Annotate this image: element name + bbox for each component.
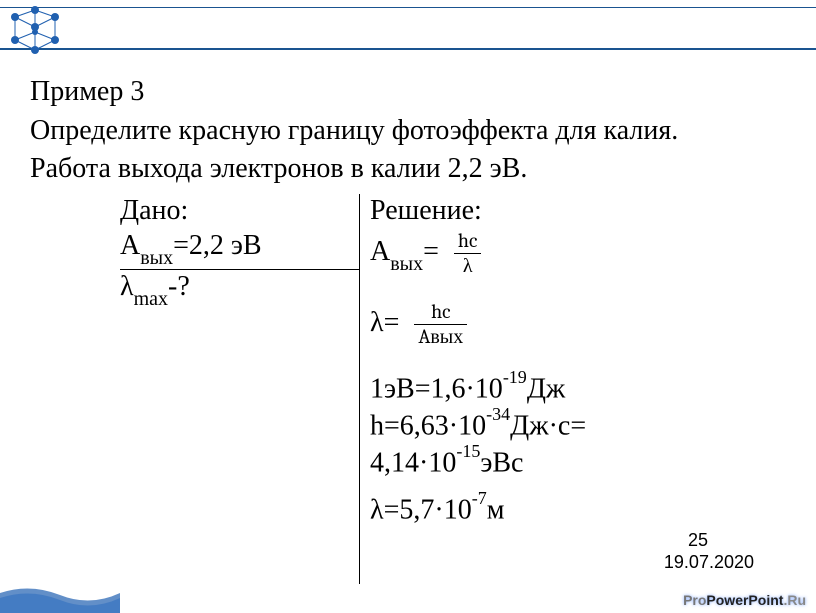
content-area: Пример 3 Определите красную границу фото… [30, 75, 786, 529]
bottom-wave-icon [0, 583, 120, 613]
given-unknown: λmax-? [120, 270, 360, 308]
unknown-sub: max [134, 288, 168, 310]
solution-label: Решение: [370, 194, 586, 228]
eq1-sub: вых [390, 253, 423, 275]
work-function-symbol: А [120, 230, 140, 261]
planck2-unit: эВс [480, 448, 523, 479]
eq2-denominator: Aвых [414, 325, 467, 349]
ev-unit: Дж [527, 374, 565, 405]
planck-constant: h=6,63·10-34Дж·с= [370, 408, 586, 443]
equation-1: Авых= hc λ [370, 229, 586, 278]
planck2-exp: -15 [456, 441, 480, 461]
eq1-equals: = [423, 236, 439, 267]
answer-unit: м [487, 494, 505, 525]
answer-pre: λ=5,7·10 [370, 494, 472, 525]
planck-exp: -34 [486, 404, 510, 424]
footer-pro: Pro [683, 592, 706, 608]
eq2-left: λ= [370, 307, 399, 338]
eq1-fraction: hc λ [454, 229, 482, 278]
planck-ev: 4,14·10-15эВс [370, 445, 586, 480]
planck2-pre: 4,14·10 [370, 448, 456, 479]
ev-conversion: 1эВ=1,6·10-19Дж [370, 371, 586, 406]
eq2-numerator: hc [414, 300, 467, 325]
work-function-value: =2,2 эВ [173, 230, 261, 261]
eq1-numerator: hc [454, 229, 482, 254]
work-function-sub: вых [140, 247, 173, 269]
footer-logo: ProPowerPoint.Ru [683, 592, 806, 608]
molecule-logo-icon [5, 2, 65, 57]
example-title: Пример 3 [30, 75, 786, 109]
solution-column: Решение: Авых= hc λ λ= hc Aвых 1эВ=1,6·1… [360, 194, 586, 529]
eq2-fraction: hc Aвых [414, 300, 467, 349]
spacer [370, 351, 586, 371]
unknown-suffix: -? [168, 271, 190, 302]
ev-exp: -19 [503, 367, 527, 387]
answer: λ=5,7·10-7м [370, 492, 586, 527]
problem-statement-line2: Работа выхода электронов в калии 2,2 эВ. [30, 152, 786, 186]
given-column: Дано: Авых=2,2 эВ λmax-? [120, 194, 360, 529]
top-border [0, 0, 816, 50]
equation-2: λ= hc Aвых [370, 300, 586, 349]
answer-exp: -7 [472, 488, 487, 508]
given-label: Дано: [120, 194, 360, 228]
eq1-symbol: А [370, 236, 390, 267]
planck-pre: h=6,63·10 [370, 411, 486, 442]
eq1-denominator: λ [454, 254, 482, 278]
date: 19.07.2020 [664, 552, 754, 573]
page-number: 25 [688, 530, 708, 551]
ev-pre: 1эВ=1,6·10 [370, 374, 503, 405]
solution-area: Дано: Авых=2,2 эВ λmax-? Решение: Авых= … [120, 194, 786, 529]
planck-unit: Дж·с= [510, 411, 586, 442]
given-work-function: Авых=2,2 эВ [120, 229, 360, 267]
unknown-symbol: λ [120, 271, 134, 302]
footer-pp: PowerPoint [706, 592, 783, 608]
spacer [370, 280, 586, 300]
problem-statement-line1: Определите красную границу фотоэффекта д… [30, 114, 786, 148]
footer-ru: .Ru [783, 592, 806, 608]
